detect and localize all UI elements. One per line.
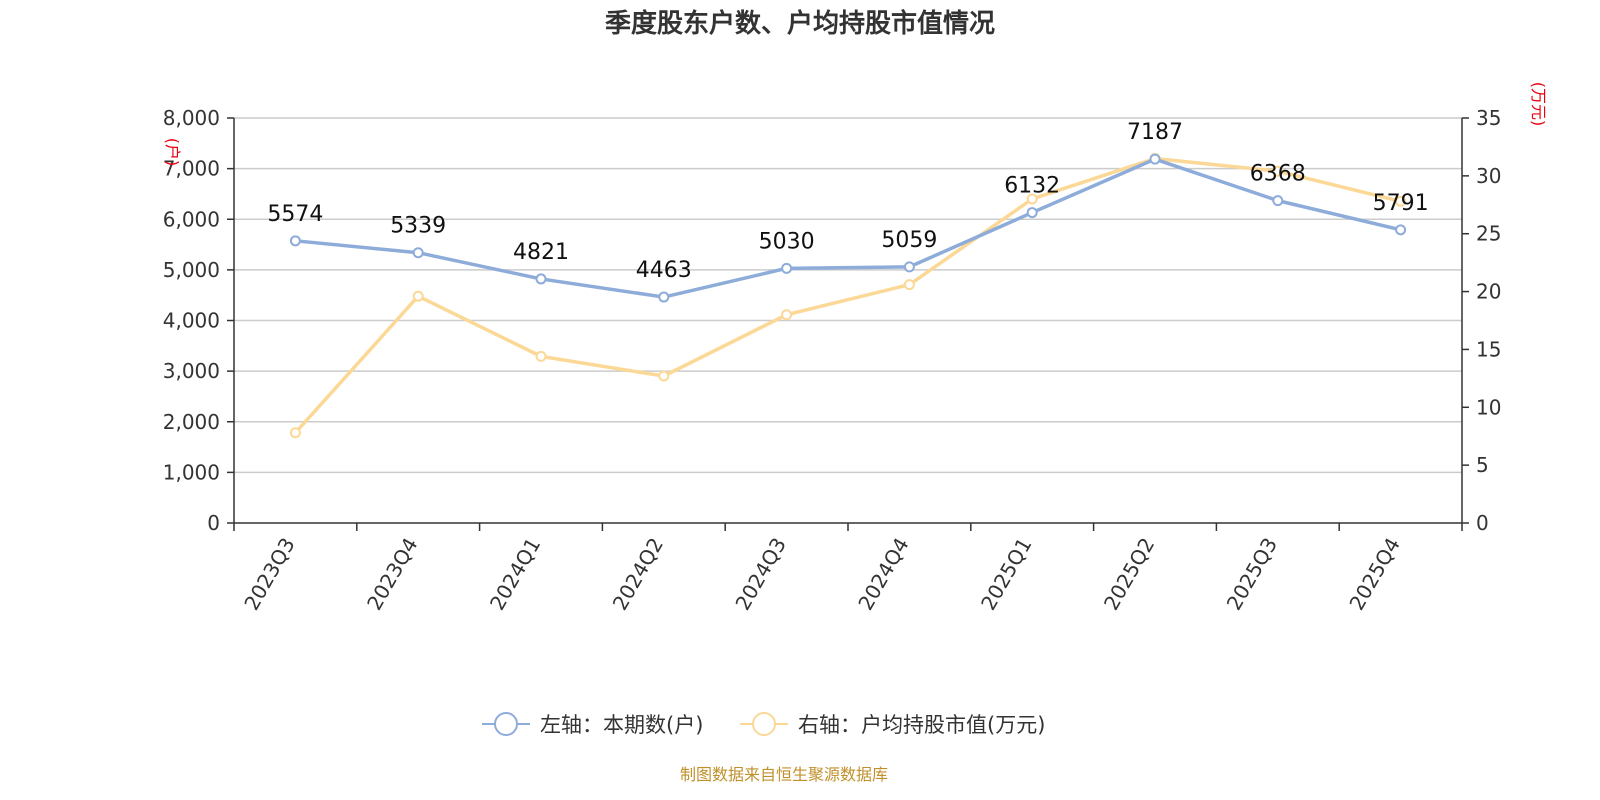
x-tick-label: 2024Q4 [853,534,913,615]
x-tick-label: 2023Q3 [239,534,299,615]
legend-item[interactable]: 左轴：本期数(户) [482,712,703,737]
legend-item[interactable]: 右轴：户均持股市值(万元) [740,712,1045,737]
series-layer [289,153,1407,439]
grid-lines [234,117,1462,474]
data-point-households[interactable] [289,235,301,247]
data-point-avg-holding[interactable] [658,370,670,382]
left-tick-label: 2,000 [163,410,220,434]
data-point-households[interactable] [1149,153,1161,165]
left-tick-label: 6,000 [163,207,220,231]
right-tick-label: 10 [1476,395,1501,419]
data-label: 5030 [759,229,815,254]
right-tick-label: 15 [1476,337,1501,361]
data-label: 6368 [1250,162,1306,187]
data-label: 5574 [267,202,323,227]
right-tick-label: 0 [1476,511,1489,535]
data-point-avg-holding[interactable] [535,350,547,362]
x-tick-label: 2025Q3 [1222,534,1282,615]
x-tick-label: 2024Q3 [730,534,790,615]
data-label: 5059 [881,228,937,253]
left-tick-label: 5,000 [163,258,220,282]
left-tick-label: 8,000 [163,106,220,130]
data-point-households[interactable] [412,247,424,259]
right-axis-unit: (万元) [1529,82,1548,127]
x-tick-label: 2025Q1 [976,534,1036,615]
x-tick-label: 2024Q2 [608,534,668,615]
data-point-households[interactable] [658,291,670,303]
data-labels: 5574 5339 4821 4463 5030 5059 6132 7187 6368 5791 [267,120,1428,283]
data-label: 5339 [390,214,446,239]
data-point-households[interactable] [1026,207,1038,219]
data-point-households[interactable] [1272,195,1284,207]
left-tick-label: 1,000 [163,460,220,484]
right-tick-label: 25 [1476,222,1501,246]
x-tick-label: 2025Q4 [1344,534,1404,615]
left-tick-label: 3,000 [163,359,220,383]
data-point-avg-holding[interactable] [289,427,301,439]
data-label: 6132 [1004,174,1060,199]
data-point-households[interactable] [903,261,915,273]
chart-title: 季度股东户数、户均持股市值情况 [605,8,995,39]
legend-label: 右轴：户均持股市值(万元) [798,713,1045,737]
data-point-avg-holding[interactable] [1272,165,1284,177]
data-label: 4821 [513,240,569,265]
x-tick-label: 2024Q1 [485,534,545,615]
left-tick-label: 7,000 [163,157,220,181]
data-point-households[interactable] [1395,224,1407,236]
data-point-avg-holding[interactable] [412,290,424,302]
data-point-avg-holding[interactable] [1026,193,1038,205]
series-line-avg-holding [294,156,1402,434]
data-point-avg-holding[interactable] [1395,195,1407,207]
right-tick-label: 35 [1476,106,1501,130]
data-point-avg-holding[interactable] [903,279,915,291]
legend-marker [494,712,518,736]
right-tick-label: 20 [1476,280,1501,304]
x-tick-label: 2025Q2 [1099,534,1159,615]
data-label: 4463 [636,258,692,283]
data-label: 7187 [1127,120,1183,145]
legend[interactable]: 左轴：本期数(户) 右轴：户均持股市值(万元) [482,712,1045,737]
left-axis-unit: (户) [163,138,182,167]
right-tick-label: 30 [1476,164,1501,188]
legend-marker [752,712,776,736]
series-line-households [295,157,1402,299]
data-point-avg-holding[interactable] [781,309,793,321]
left-tick-label: 0 [207,511,220,535]
x-tick-label: 2023Q4 [362,534,422,615]
data-label: 5791 [1373,191,1429,216]
data-point-households[interactable] [781,262,793,274]
data-point-households[interactable] [535,273,547,285]
source-note: 制图数据来自恒生聚源数据库 [680,765,888,784]
legend-label: 左轴：本期数(户) [540,713,703,737]
left-tick-label: 4,000 [163,309,220,333]
right-tick-label: 5 [1476,453,1489,477]
